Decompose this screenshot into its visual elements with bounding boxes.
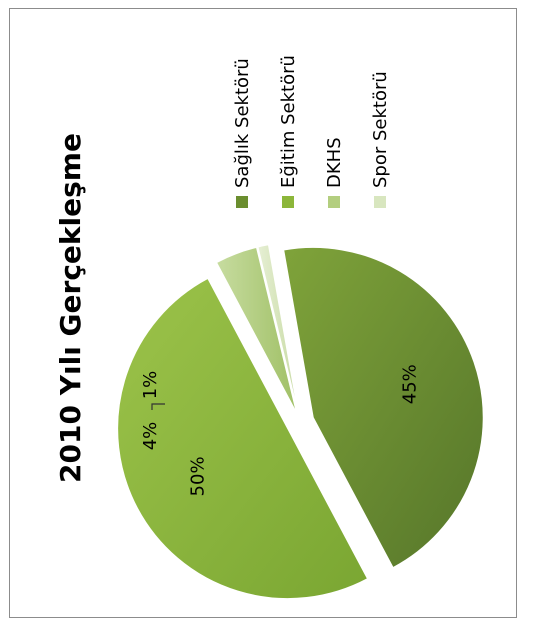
data-label-0: 45%	[400, 364, 421, 404]
pie-slice-0	[283, 246, 484, 569]
legend-label-2: DKHS	[324, 137, 345, 188]
legend-swatch-1	[282, 196, 294, 208]
pie-slice-1	[117, 277, 369, 600]
chart-title: 2010 Yılı Gerçekleşme	[54, 133, 87, 483]
data-label-3: 1%	[140, 371, 161, 400]
pie-slice-3	[257, 244, 299, 413]
pie-slice-2	[215, 246, 297, 413]
leader-line	[151, 403, 165, 410]
legend: Sağlık Sektörü Eğitim Sektörü DKHS Spor Sek…	[232, 55, 391, 208]
data-label-2: 4%	[140, 422, 161, 451]
legend-label-3: Spor Sektörü	[370, 71, 391, 188]
pie-slices	[117, 244, 484, 600]
legend-label-1: Eğitim Sektörü	[278, 55, 299, 188]
legend-swatch-2	[328, 196, 340, 208]
legend-swatch-3	[374, 196, 386, 208]
data-label-1: 50%	[188, 456, 209, 496]
legend-label-0: Sağlık Sektörü	[232, 58, 253, 188]
legend-swatch-0	[236, 196, 248, 208]
data-labels: 45% 50% 4% 1%	[140, 364, 421, 496]
